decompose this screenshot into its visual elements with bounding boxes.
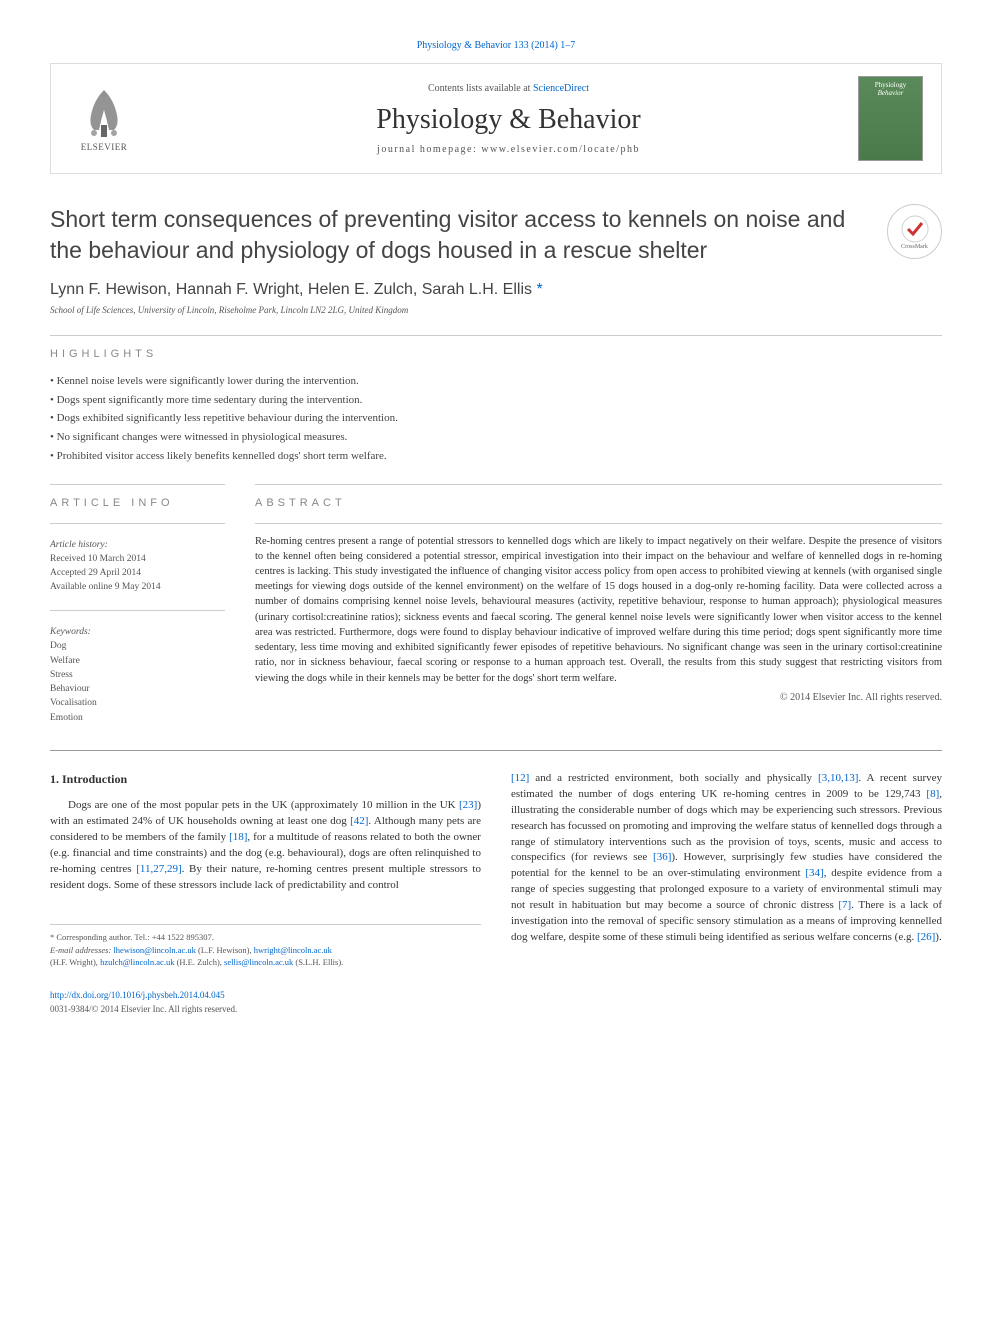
corresponding-author-mark[interactable]: * xyxy=(536,281,542,298)
keyword: Behaviour xyxy=(50,682,225,696)
article-info-sidebar: ARTICLE INFO Article history: Received 1… xyxy=(50,484,225,725)
affiliation: School of Life Sciences, University of L… xyxy=(50,305,942,315)
keyword: Welfare xyxy=(50,654,225,668)
citation-link[interactable]: [7] xyxy=(838,899,851,911)
footer-metadata: http://dx.doi.org/10.1016/j.physbeh.2014… xyxy=(50,989,942,1016)
crossmark-icon xyxy=(900,214,930,244)
sciencedirect-link[interactable]: ScienceDirect xyxy=(533,83,589,94)
doi-link[interactable]: http://dx.doi.org/10.1016/j.physbeh.2014… xyxy=(50,990,225,1000)
footnotes: * Corresponding author. Tel.: +44 1522 8… xyxy=(50,924,481,969)
intro-paragraph: Dogs are one of the most popular pets in… xyxy=(50,798,481,894)
highlight-item: Kennel noise levels were significantly l… xyxy=(50,372,942,391)
abstract-copyright: © 2014 Elsevier Inc. All rights reserved… xyxy=(255,692,942,703)
keyword: Dog xyxy=(50,639,225,653)
citation-link[interactable]: [12] xyxy=(511,772,529,784)
citation-link[interactable]: [26] xyxy=(917,931,935,943)
introduction-heading: 1. Introduction xyxy=(50,771,481,788)
citation-link[interactable]: [36] xyxy=(653,851,671,863)
article-title: Short term consequences of preventing vi… xyxy=(50,204,867,266)
author-email-link[interactable]: hwright@lincoln.ac.uk xyxy=(254,945,332,955)
email-addresses: E-mail addresses: lhewison@lincoln.ac.uk… xyxy=(50,944,481,970)
top-citation: Physiology & Behavior 133 (2014) 1–7 xyxy=(50,40,942,51)
citation-link[interactable]: [11,27,29] xyxy=(136,863,181,875)
keyword: Emotion xyxy=(50,711,225,725)
author-email-link[interactable]: hzulch@lincoln.ac.uk xyxy=(100,957,174,967)
intro-paragraph-continued: [12] and a restricted environment, both … xyxy=(511,771,942,946)
elsevier-label: ELSEVIER xyxy=(81,142,128,152)
citation-link[interactable]: [18] xyxy=(229,831,247,843)
elsevier-tree-icon xyxy=(79,85,129,140)
journal-homepage: journal homepage: www.elsevier.com/locat… xyxy=(159,144,858,155)
received-date: Received 10 March 2014 xyxy=(50,552,225,566)
highlights-list: Kennel noise levels were significantly l… xyxy=(50,372,942,465)
history-heading: Article history: xyxy=(50,540,225,550)
citation-link[interactable]: [42] xyxy=(350,815,368,827)
contents-available: Contents lists available at ScienceDirec… xyxy=(159,83,858,94)
citation-link[interactable]: [3,10,13] xyxy=(818,772,858,784)
citation-link[interactable]: [23] xyxy=(459,799,477,811)
keyword: Stress xyxy=(50,668,225,682)
top-citation-link[interactable]: Physiology & Behavior 133 (2014) 1–7 xyxy=(417,40,576,51)
accepted-date: Accepted 29 April 2014 xyxy=(50,566,225,580)
highlight-item: Dogs spent significantly more time seden… xyxy=(50,391,942,410)
author-email-link[interactable]: lhewison@lincoln.ac.uk xyxy=(113,945,195,955)
author-email-link[interactable]: sellis@lincoln.ac.uk xyxy=(224,957,293,967)
citation-link[interactable]: [34] xyxy=(805,867,823,879)
keyword: Vocalisation xyxy=(50,696,225,710)
issn-copyright: 0031-9384/© 2014 Elsevier Inc. All right… xyxy=(50,1004,237,1014)
highlight-item: Dogs exhibited significantly less repeti… xyxy=(50,409,942,428)
abstract-text: Re-homing centres present a range of pot… xyxy=(255,534,942,686)
corresponding-author-note: * Corresponding author. Tel.: +44 1522 8… xyxy=(50,931,481,944)
journal-name: Physiology & Behavior xyxy=(159,104,858,136)
highlight-item: No significant changes were witnessed in… xyxy=(50,428,942,447)
author-list: Lynn F. Hewison, Hannah F. Wright, Helen… xyxy=(50,281,942,299)
crossmark-badge[interactable]: CrossMark xyxy=(887,204,942,259)
highlight-item: Prohibited visitor access likely benefit… xyxy=(50,447,942,466)
abstract-label: ABSTRACT xyxy=(255,497,942,509)
highlights-label: HIGHLIGHTS xyxy=(50,348,942,360)
article-info-label: ARTICLE INFO xyxy=(50,497,225,509)
keywords-heading: Keywords: xyxy=(50,627,225,637)
body-text: 1. Introduction Dogs are one of the most… xyxy=(50,771,942,969)
elsevier-logo[interactable]: ELSEVIER xyxy=(69,79,139,159)
online-date: Available online 9 May 2014 xyxy=(50,580,225,594)
citation-link[interactable]: [8] xyxy=(926,788,939,800)
journal-cover-thumbnail[interactable]: Physiology Behavior xyxy=(858,76,923,161)
journal-header: ELSEVIER Contents lists available at Sci… xyxy=(50,63,942,174)
